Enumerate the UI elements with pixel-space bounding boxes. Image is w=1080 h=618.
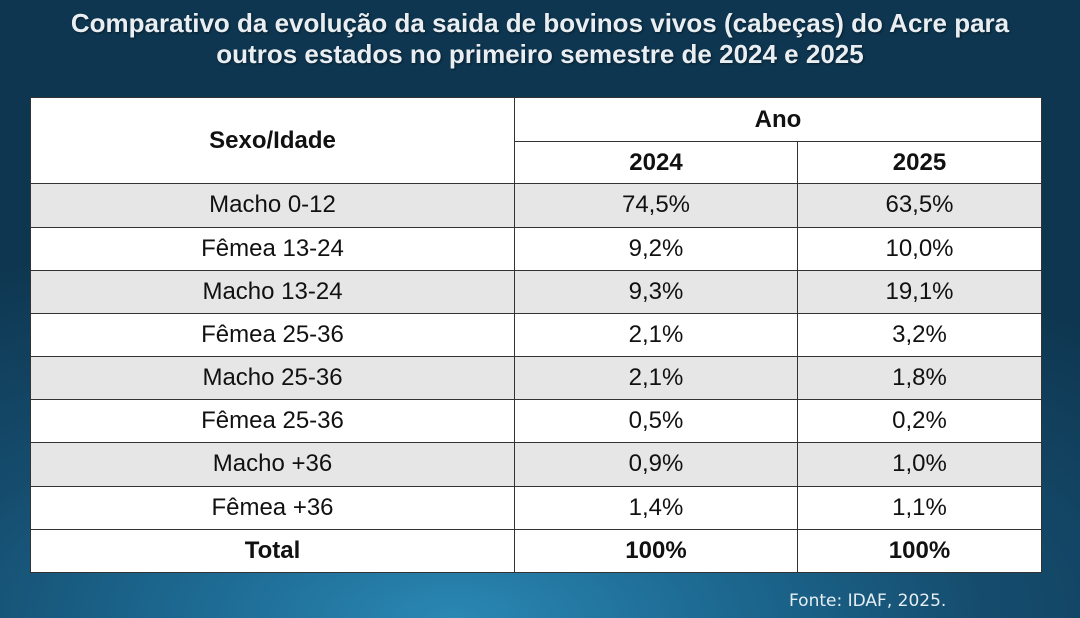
cell-2025: 1,1% [797, 485, 1042, 530]
total-label: Total [30, 528, 515, 574]
table-row: Fêmea +36 1,4% 1,1% [30, 485, 1042, 530]
cell-2024: 2,1% [514, 312, 798, 358]
cell-2025: 10,0% [797, 226, 1042, 271]
cell-2024: 2,1% [514, 356, 798, 401]
table-row: Macho 13-24 9,3% 19,1% [30, 269, 1042, 314]
cell-2024: 74,5% [514, 183, 798, 228]
table-row: Macho +36 0,9% 1,0% [30, 442, 1042, 487]
row-header-sexo-idade: Sexo/Idade [30, 96, 515, 185]
cell-2025: 19,1% [797, 269, 1042, 314]
table-row: Fêmea 25-36 0,5% 0,2% [30, 399, 1042, 444]
cell-2024: 1,4% [514, 485, 798, 530]
row-label: Macho 13-24 [30, 269, 515, 314]
group-header-ano: Ano [514, 96, 1042, 143]
table-row: Macho 25-36 2,1% 1,8% [30, 356, 1042, 401]
chart-title: Comparativo da evolução da saida de bovi… [0, 8, 1080, 70]
cell-2025: 0,2% [797, 399, 1042, 444]
title-line-2: outros estados no primeiro semestre de 2… [216, 39, 864, 69]
cell-2025: 3,2% [797, 312, 1042, 358]
table-row: Fêmea 13-24 9,2% 10,0% [30, 226, 1042, 271]
cell-2025: 1,8% [797, 356, 1042, 401]
cell-2024: 9,3% [514, 269, 798, 314]
row-label: Macho 25-36 [30, 356, 515, 401]
title-line-1: Comparativo da evolução da saida de bovi… [70, 8, 1010, 38]
row-label: Fêmea +36 [30, 485, 515, 530]
total-row: Total 100% 100% [30, 528, 1042, 574]
row-label: Fêmea 25-36 [30, 312, 515, 358]
table-row: Macho 0-12 74,5% 63,5% [30, 183, 1042, 228]
source-note: Fonte: IDAF, 2025. [789, 591, 947, 611]
column-header-2025: 2025 [797, 141, 1042, 185]
data-table: Sexo/Idade Ano 2024 2025 Macho 0-12 74,5… [30, 96, 1042, 574]
data-table-container: Sexo/Idade Ano 2024 2025 Macho 0-12 74,5… [30, 96, 1042, 574]
cell-2024: 0,9% [514, 442, 798, 487]
row-label: Macho 0-12 [30, 183, 515, 228]
column-header-2024: 2024 [514, 141, 798, 185]
cell-2025: 1,0% [797, 442, 1042, 487]
cell-2024: 0,5% [514, 399, 798, 444]
row-label: Fêmea 25-36 [30, 399, 515, 444]
cell-2025: 63,5% [797, 183, 1042, 228]
table-row: Fêmea 25-36 2,1% 3,2% [30, 312, 1042, 358]
cell-2024: 9,2% [514, 226, 798, 271]
total-2025: 100% [797, 528, 1042, 574]
row-label: Macho +36 [30, 442, 515, 487]
total-2024: 100% [514, 528, 798, 574]
row-label: Fêmea 13-24 [30, 226, 515, 271]
